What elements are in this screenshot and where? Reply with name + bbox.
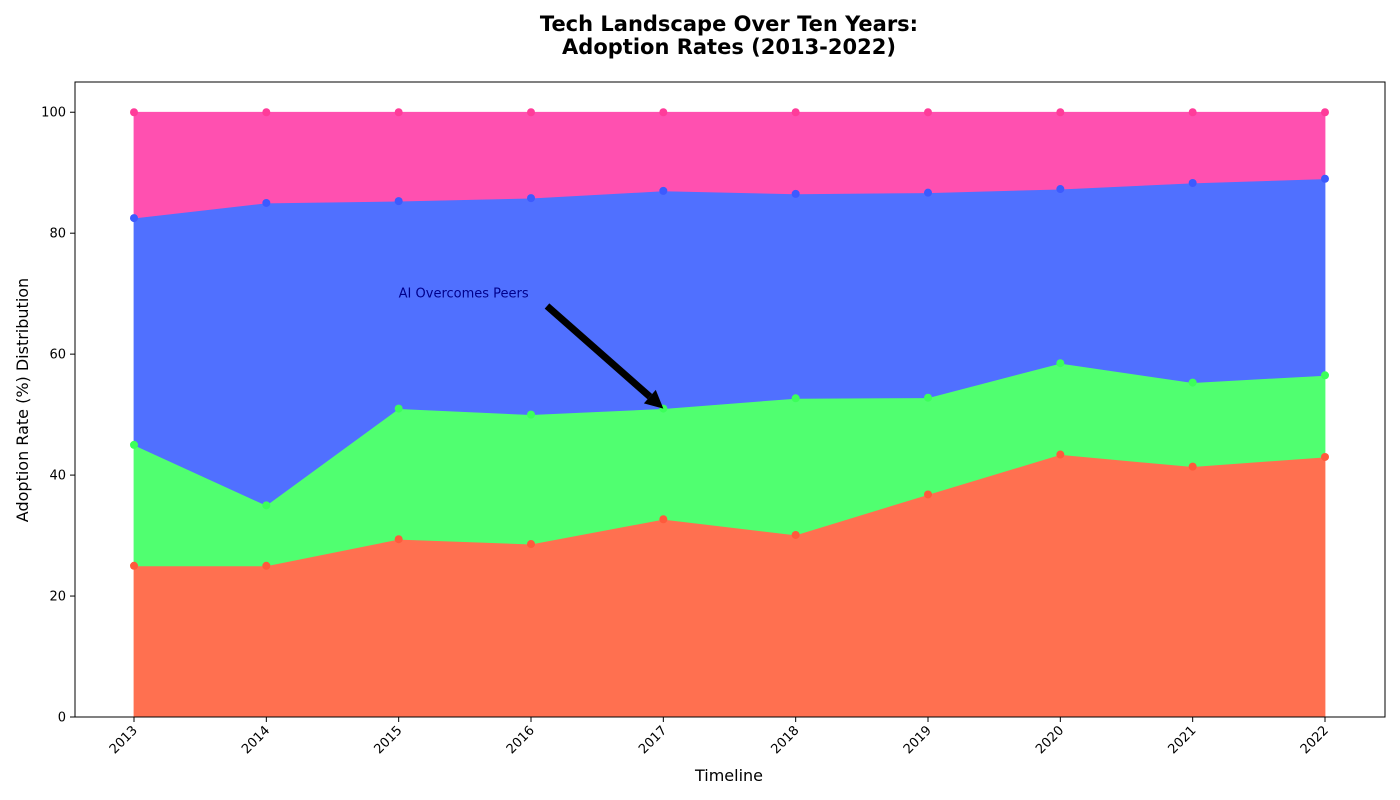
data-point-s4-2021 <box>1188 108 1197 117</box>
area-layers <box>133 111 1326 718</box>
data-point-s3-2022 <box>1321 174 1329 183</box>
y-tick-label: 0 <box>58 711 66 726</box>
data-point-s2-2019 <box>924 393 932 402</box>
data-point-s4-2013 <box>130 108 138 117</box>
annotation-arrow-head <box>643 389 664 409</box>
data-point-s3-2021 <box>1188 179 1197 187</box>
data-point-s2-2013 <box>130 440 138 449</box>
x-tick-label: 2014 <box>239 723 273 757</box>
series-markers <box>130 108 1329 570</box>
data-point-s4-2016 <box>527 108 535 117</box>
data-point-s4-2020 <box>1056 108 1065 117</box>
plot-frame <box>74 81 1386 718</box>
data-point-s3-2014 <box>262 198 271 207</box>
chart-title-line-2: Adoption Rates (2013-2022) <box>562 35 896 59</box>
x-axis-label: Timeline <box>694 766 763 785</box>
y-axis: 0 20 40 60 80 100 <box>41 106 75 726</box>
x-tick-label: 2015 <box>371 723 405 757</box>
x-tick-label: 2013 <box>107 723 141 757</box>
data-point-s1-2013 <box>130 561 138 570</box>
data-point-s4-2015 <box>394 108 403 117</box>
data-point-s2-2021 <box>1188 378 1197 387</box>
data-point-s3-2013 <box>130 214 138 223</box>
data-point-s1-2017 <box>659 515 668 524</box>
y-tick-label: 100 <box>41 106 66 121</box>
data-point-s4-2019 <box>924 108 932 117</box>
y-tick-label: 40 <box>49 469 66 484</box>
y-tick-label: 80 <box>49 227 66 242</box>
y-axis-label: Adoption Rate (%) Distribution <box>13 278 32 522</box>
x-tick-label: 2021 <box>1165 723 1199 757</box>
annotation: AI Overcomes Peers <box>399 287 664 409</box>
data-point-s1-2022 <box>1321 452 1329 461</box>
data-point-s1-2014 <box>262 561 271 570</box>
chart-title: Tech Landscape Over Ten Years: Adoption … <box>540 12 918 59</box>
data-point-s2-2016 <box>527 410 535 419</box>
data-point-s1-2015 <box>394 535 403 544</box>
data-point-s4-2014 <box>262 108 271 117</box>
data-point-s3-2019 <box>924 188 932 197</box>
y-tick-label: 60 <box>49 348 66 363</box>
x-tick-label: 2016 <box>504 723 538 757</box>
data-point-s4-2018 <box>791 108 800 117</box>
data-point-s2-2022 <box>1321 371 1329 380</box>
annotation-arrow-shaft <box>544 303 653 400</box>
data-point-s1-2019 <box>924 490 932 499</box>
data-point-s1-2020 <box>1056 450 1065 459</box>
data-point-s1-2021 <box>1188 462 1197 471</box>
data-point-s1-2016 <box>527 540 535 549</box>
x-tick-label: 2019 <box>901 723 935 757</box>
data-point-s3-2017 <box>659 186 668 195</box>
data-point-s4-2022 <box>1321 108 1329 117</box>
data-point-s3-2020 <box>1056 185 1065 194</box>
x-tick-label: 2022 <box>1298 723 1332 757</box>
data-point-s3-2015 <box>394 197 403 206</box>
x-tick-label: 2017 <box>636 723 670 757</box>
x-axis: 2013 2014 2015 2016 2017 2018 2019 2020 2021 2022 <box>107 717 1332 757</box>
data-point-s4-2017 <box>659 108 668 117</box>
data-point-s2-2014 <box>262 501 271 510</box>
data-point-s1-2018 <box>791 530 800 539</box>
chart-title-line-1: Tech Landscape Over Ten Years: <box>540 12 918 36</box>
data-point-s2-2015 <box>394 404 403 413</box>
y-tick-label: 20 <box>49 590 66 605</box>
annotation-text: AI Overcomes Peers <box>399 287 529 302</box>
data-point-s2-2020 <box>1056 359 1065 368</box>
data-point-s3-2016 <box>527 194 535 203</box>
data-point-s3-2018 <box>791 189 800 198</box>
x-tick-label: 2018 <box>768 723 802 757</box>
x-tick-label: 2020 <box>1033 723 1067 757</box>
data-point-s2-2018 <box>791 394 800 403</box>
